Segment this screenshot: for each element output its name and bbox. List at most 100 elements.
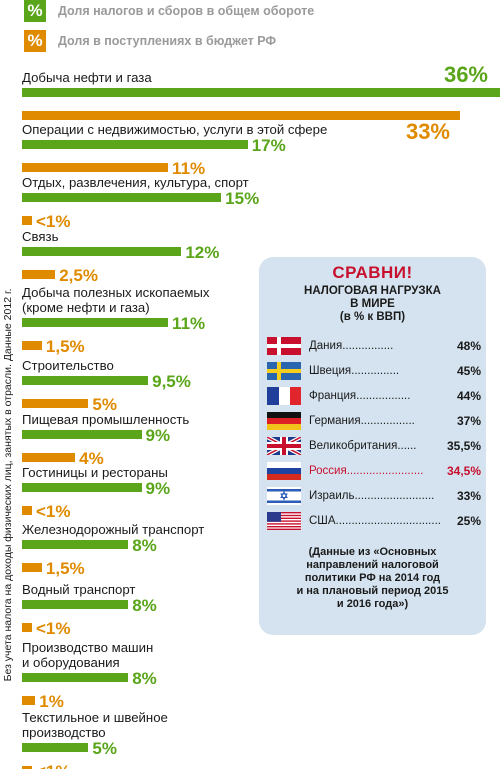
value-label-tax: 15% xyxy=(225,189,260,208)
bar-tax xyxy=(22,88,500,97)
category-label: Пищевая промышленность xyxy=(22,412,190,427)
compare-note: (Данные из «Основных направлений налогов… xyxy=(296,546,449,610)
bar-tax xyxy=(22,376,149,385)
uk-flag-icon xyxy=(267,437,301,455)
bar-budget xyxy=(22,111,461,120)
bar-tax xyxy=(22,318,169,327)
denmark-flag-icon xyxy=(267,337,301,355)
sweden-flag-icon xyxy=(267,362,301,380)
country-name: США xyxy=(309,515,336,527)
value-label-budget: 5% xyxy=(92,395,117,414)
country-name: Швеция xyxy=(309,365,352,377)
country-row: Россия........................ 34,5% xyxy=(267,461,481,481)
country-row: Дания................ 48% xyxy=(267,336,481,356)
value-label-budget: 33% xyxy=(405,119,450,144)
compare-heading: СРАВНИ! xyxy=(332,263,413,282)
country-name: Россия xyxy=(309,465,347,477)
country-value: 34,5% xyxy=(446,464,481,478)
bar-budget xyxy=(22,270,56,279)
value-label-budget: <1% xyxy=(36,619,71,638)
legend-swatch-budget: % xyxy=(24,30,46,52)
category-label: Водный транспорт xyxy=(22,582,136,597)
value-label-budget: 1% xyxy=(39,692,64,711)
country-row: Великобритания...... 35,5% xyxy=(267,436,481,456)
country-row: Франция................. 44% xyxy=(267,386,481,406)
bar-tax xyxy=(22,193,222,202)
bar-tax xyxy=(22,483,142,492)
category-label: Гостиницы и рестораны xyxy=(22,465,168,480)
bar-budget xyxy=(22,399,89,408)
category-label: Отдых, развлечения, культура, спорт xyxy=(22,175,249,190)
value-label-tax: 17% xyxy=(251,136,286,155)
country-row: Германия................. 37% xyxy=(267,411,481,431)
bar-budget xyxy=(22,623,32,632)
category-label: Производство машин и оборудования xyxy=(22,640,154,670)
country-row: Швеция............... 45% xyxy=(267,361,481,381)
bar-budget xyxy=(22,766,32,769)
leader-dots: ................ xyxy=(342,340,394,352)
value-label-tax: 9% xyxy=(145,479,171,498)
bar-tax xyxy=(22,673,129,682)
bar-tax xyxy=(22,600,129,609)
category-label: Добыча полезных ископаемых (кроме нефти … xyxy=(22,285,210,315)
compare-title: НАЛОГОВАЯ НАГРУЗКА В МИРЕ (в % к ВВП) xyxy=(304,285,441,323)
legend-label-tax: Доля налогов и сборов в общем обороте xyxy=(58,4,315,18)
category-label: Железнодорожный транспорт xyxy=(22,522,205,537)
value-label-tax: 9,5% xyxy=(152,372,191,391)
value-label-budget: <1% xyxy=(36,212,71,231)
value-label-tax: 5% xyxy=(92,739,117,758)
country-name: Франция xyxy=(309,390,357,402)
israel-flag-icon xyxy=(267,487,301,505)
legend-item-budget: % Доля в поступлениях в бюджет РФ xyxy=(24,30,276,52)
category-label: Строительство xyxy=(22,358,114,373)
country-value: 37% xyxy=(456,414,481,428)
value-label-tax: 8% xyxy=(132,536,157,555)
usa-flag-icon xyxy=(267,512,301,530)
leader-dots: ........................ xyxy=(346,465,424,477)
value-label-tax: 36% xyxy=(443,62,488,87)
country-name: Великобритания xyxy=(309,440,398,452)
leader-dots: ................................. xyxy=(335,515,441,527)
value-label-tax: 8% xyxy=(132,669,157,688)
value-label-budget: <1% xyxy=(36,502,71,521)
france-flag-icon xyxy=(267,387,301,405)
country-row: США................................. 25% xyxy=(267,511,481,531)
bar-tax xyxy=(22,247,182,256)
country-value: 48% xyxy=(456,339,481,353)
country-value: 44% xyxy=(456,389,481,403)
country-value: 25% xyxy=(456,514,481,528)
country-name: Дания xyxy=(309,340,343,352)
bar-tax xyxy=(22,743,89,752)
value-label-budget: 2,5% xyxy=(59,266,98,285)
category-label: Добыча нефти и газа xyxy=(22,70,152,85)
value-label-tax: 11% xyxy=(172,314,206,333)
country-row: Израиль......................... 33% xyxy=(267,486,481,506)
leader-dots: ................. xyxy=(356,390,411,402)
legend-item-tax: % Доля налогов и сборов в общем обороте xyxy=(24,0,314,22)
bar-budget xyxy=(22,696,36,705)
bar-tax xyxy=(22,540,129,549)
bar-budget xyxy=(22,163,169,172)
value-label-tax: 12% xyxy=(185,243,220,262)
leader-dots: ......................... xyxy=(354,490,435,502)
value-label-budget: 11% xyxy=(172,159,206,178)
bar-tax xyxy=(22,140,248,149)
value-label-tax: 9% xyxy=(145,426,171,445)
bar-budget xyxy=(22,563,42,572)
bar-tax xyxy=(22,430,142,439)
leader-dots: ................. xyxy=(360,415,415,427)
leader-dots: ............... xyxy=(351,365,400,377)
country-name: Израиль xyxy=(309,490,355,502)
category-label: Операции с недвижимостью, услуги в этой … xyxy=(22,122,328,137)
country-value: 33% xyxy=(456,489,481,503)
legend-label-budget: Доля в поступлениях в бюджет РФ xyxy=(58,34,277,48)
country-name: Германия xyxy=(309,415,361,427)
value-label-tax: 8% xyxy=(132,596,157,615)
russia-flag-icon xyxy=(267,462,301,480)
value-label-budget: 1,5% xyxy=(45,559,85,578)
germany-flag-icon xyxy=(267,412,301,430)
value-label-budget: 4% xyxy=(79,449,104,468)
value-label-budget: <1% xyxy=(36,763,71,769)
leader-dots: ...... xyxy=(397,440,417,452)
